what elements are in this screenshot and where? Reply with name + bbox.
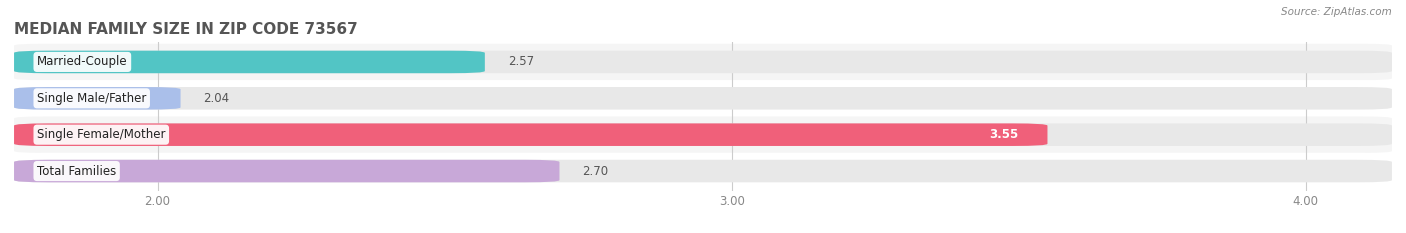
FancyBboxPatch shape (14, 116, 1392, 153)
Text: 2.57: 2.57 (508, 55, 534, 69)
FancyBboxPatch shape (14, 87, 1392, 110)
FancyBboxPatch shape (14, 44, 1392, 80)
Text: Source: ZipAtlas.com: Source: ZipAtlas.com (1281, 7, 1392, 17)
FancyBboxPatch shape (14, 80, 1392, 116)
Text: Single Male/Father: Single Male/Father (37, 92, 146, 105)
FancyBboxPatch shape (14, 51, 485, 73)
FancyBboxPatch shape (14, 160, 1392, 182)
Text: Total Families: Total Families (37, 164, 117, 178)
Text: 2.04: 2.04 (204, 92, 229, 105)
Text: Married-Couple: Married-Couple (37, 55, 128, 69)
FancyBboxPatch shape (14, 123, 1392, 146)
Text: 2.70: 2.70 (582, 164, 609, 178)
FancyBboxPatch shape (14, 160, 560, 182)
FancyBboxPatch shape (14, 51, 1392, 73)
FancyBboxPatch shape (14, 153, 1392, 189)
Text: Single Female/Mother: Single Female/Mother (37, 128, 166, 141)
Text: MEDIAN FAMILY SIZE IN ZIP CODE 73567: MEDIAN FAMILY SIZE IN ZIP CODE 73567 (14, 22, 357, 37)
FancyBboxPatch shape (14, 87, 180, 110)
FancyBboxPatch shape (14, 123, 1047, 146)
Text: 3.55: 3.55 (990, 128, 1019, 141)
